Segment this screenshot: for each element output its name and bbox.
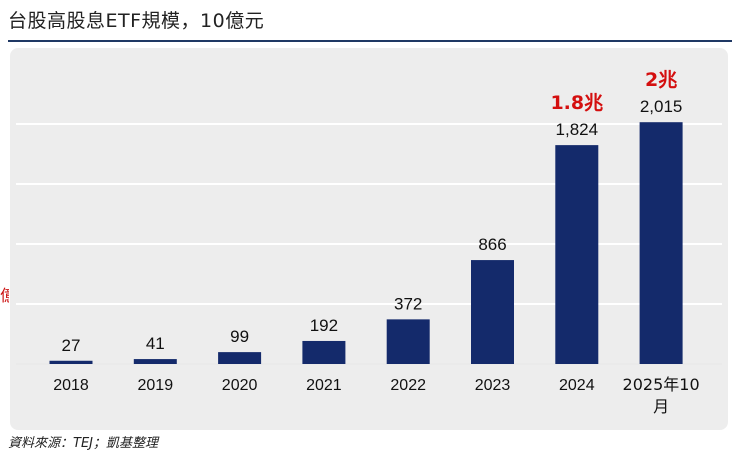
bar <box>471 260 514 364</box>
category-label: 2019 <box>138 377 174 394</box>
bar <box>639 122 683 364</box>
category-label: 2020 <box>222 377 258 394</box>
bar <box>49 360 93 364</box>
data-label: 99 <box>230 327 249 346</box>
data-label: 1,824 <box>556 120 599 139</box>
bar <box>386 319 430 364</box>
data-label: 192 <box>310 316 338 335</box>
bar <box>555 145 599 364</box>
plot-panel: 27 2018 41 2019 99 2020 192 2021 372 2022 866 2023 1… <box>10 48 728 430</box>
data-label: 2,015 <box>640 97 683 116</box>
bar <box>218 352 262 364</box>
bar <box>133 359 177 364</box>
data-label: 27 <box>62 336 81 355</box>
category-label: 2022 <box>390 377 426 394</box>
category-label: 2018 <box>53 377 89 394</box>
data-label: 41 <box>146 334 165 353</box>
category-label: 2021 <box>306 377 342 394</box>
data-label: 866 <box>478 235 506 254</box>
title-rule <box>8 40 732 42</box>
data-label: 372 <box>394 294 422 313</box>
category-label: 2023 <box>475 377 511 394</box>
highlight-label: 2兆 <box>645 69 677 91</box>
highlight-label: 1.8兆 <box>550 92 603 114</box>
category-label: 2025年10 月 <box>623 375 700 416</box>
bar-chart: 27 2018 41 2019 99 2020 192 2021 372 2022 866 2023 1… <box>16 69 722 416</box>
bar <box>302 340 346 364</box>
side-glyph: 億 <box>0 286 9 305</box>
source-note: 資料來源：TEJ；凱基整理 <box>8 436 158 451</box>
chart-title: 台股高股息ETF規模，10億元 <box>8 10 265 32</box>
category-label: 2024 <box>559 377 595 394</box>
